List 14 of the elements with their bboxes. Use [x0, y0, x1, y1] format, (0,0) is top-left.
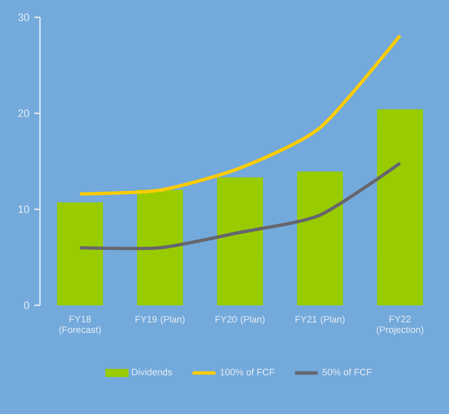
line-series	[78, 162, 402, 250]
x-tick-label: FY20 (Plan)	[216, 316, 265, 324]
x-tick-label: FY21 (Plan)	[296, 316, 345, 324]
x-tick-label: FY19 (Plan)	[136, 316, 185, 324]
x-tick-label: FY18 (Forecast)	[59, 316, 101, 335]
line-series	[78, 34, 402, 196]
y-tick-label: 20	[18, 110, 30, 118]
legend-label: 50% of FCF	[322, 368, 372, 376]
legend-label: 100% of FCF	[220, 368, 274, 376]
legend-label: Dividends	[132, 368, 172, 376]
y-tick-label: 30	[18, 14, 30, 22]
y-tick-label: 0	[24, 302, 30, 310]
y-tick-label: 10	[18, 206, 30, 214]
x-tick-label: FY22 (Projection)	[376, 316, 424, 335]
